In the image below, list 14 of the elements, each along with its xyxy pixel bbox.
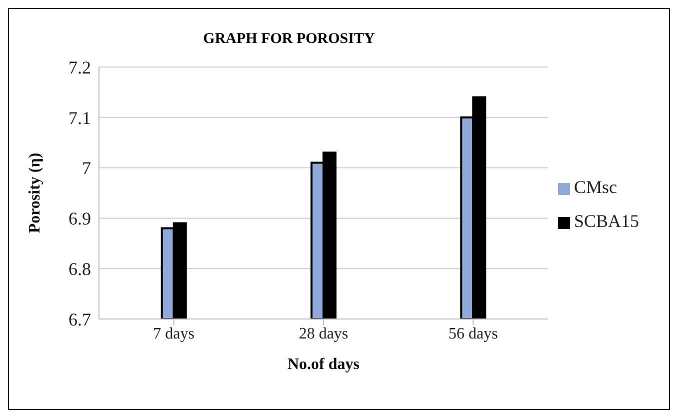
legend-label: SCBA15 — [574, 211, 639, 231]
chart-title: GRAPH FOR POROSITY — [202, 31, 376, 48]
y-tick-label: 6.9 — [68, 208, 91, 229]
y-tick-label: 6.7 — [68, 309, 91, 330]
x-tick-label: 56 days — [448, 325, 498, 342]
x-tick-label: 7 days — [153, 325, 194, 342]
y-tick-label: 7 — [82, 158, 91, 178]
y-axis-title: Porosity (η) — [26, 152, 44, 234]
y-tick-label: 6.8 — [68, 258, 91, 279]
legend-label: CMsc — [574, 177, 617, 197]
x-axis-title: No.of days — [287, 356, 360, 373]
x-tick-label: 28 days — [298, 325, 348, 342]
y-tick-label: 7.2 — [68, 57, 91, 78]
y-tick-label: 7.1 — [68, 108, 91, 128]
